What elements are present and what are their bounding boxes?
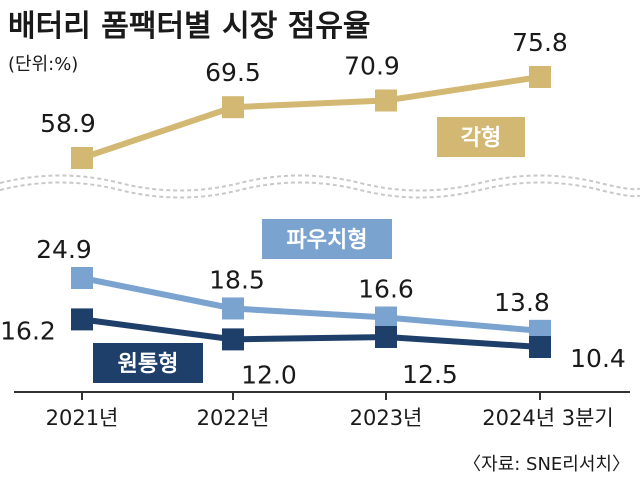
data-label: 12.5	[402, 360, 458, 389]
data-label: 69.5	[205, 58, 261, 87]
data-point	[222, 297, 244, 320]
data-label: 18.5	[209, 265, 265, 294]
x-tick-label: 2021년	[46, 406, 119, 430]
chart-title: 배터리 폼팩터별 시장 점유율	[8, 9, 371, 44]
data-label: 75.8	[512, 28, 568, 57]
series-line-2	[81, 275, 541, 334]
axis-break	[0, 174, 640, 199]
series-line-1	[81, 74, 541, 161]
legend-item-2: 파우치형	[262, 219, 392, 259]
data-point	[71, 147, 93, 169]
data-point	[222, 328, 244, 351]
legend-label: 파우치형	[287, 228, 368, 253]
data-point	[222, 96, 244, 119]
legend-item-3: 원통형	[93, 343, 203, 383]
legend-swatch	[93, 343, 203, 383]
data-label: 10.4	[570, 344, 626, 373]
data-point	[529, 336, 551, 358]
unit-label: (단위:%)	[8, 54, 78, 75]
x-tick-label: 2023년	[350, 406, 423, 430]
legend-swatch	[437, 117, 525, 157]
legend-label: 각형	[461, 126, 501, 151]
series-line-3	[81, 316, 541, 350]
data-label: 16.6	[358, 274, 414, 303]
data-point	[71, 267, 93, 289]
data-point	[375, 89, 397, 112]
data-label: 58.9	[40, 109, 96, 138]
x-tick-label: 2022년	[197, 406, 270, 430]
legend-item-1: 각형	[437, 117, 525, 157]
data-point	[71, 308, 93, 331]
legend-swatch	[262, 219, 392, 259]
data-label: 12.0	[241, 360, 297, 389]
source-label: 〈자료: SNE리서치〉	[463, 454, 630, 475]
data-label: 16.2	[0, 316, 56, 345]
data-point	[375, 306, 397, 329]
data-label: 24.9	[36, 235, 92, 264]
data-label: 13.8	[494, 288, 550, 317]
data-label: 70.9	[344, 51, 400, 80]
data-point	[529, 66, 551, 88]
data-point	[375, 326, 397, 349]
legend-label: 원통형	[118, 352, 179, 377]
x-tick-label: 2024년 3분기	[482, 406, 613, 430]
